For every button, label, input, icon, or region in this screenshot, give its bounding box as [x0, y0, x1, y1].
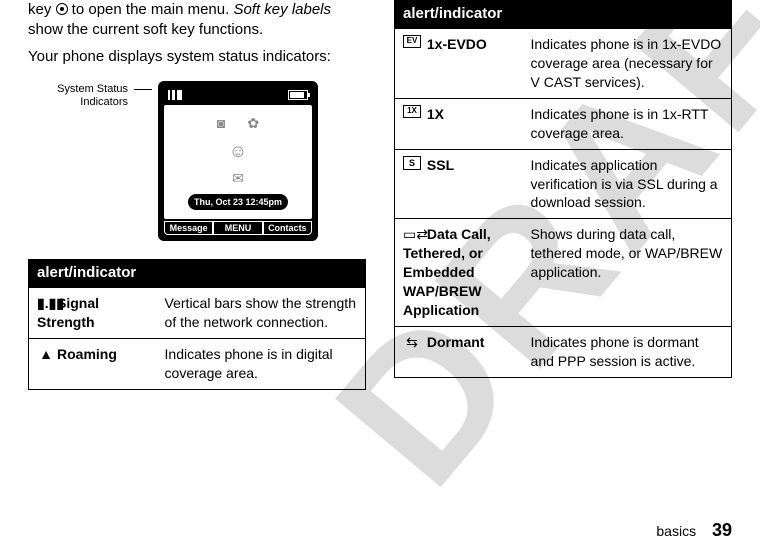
phone-mock: ◙ ✿ ☺ ✉ Thu, Oct 23 12:45pm Message MENU…: [158, 81, 318, 241]
intro-text: key to open the main menu. Soft key labe…: [28, 0, 366, 67]
section-name: basics: [656, 523, 696, 539]
phone-date: Thu, Oct 23 12:45pm: [188, 194, 288, 210]
row-desc: Indicates phone is in 1x-EVDO coverage a…: [523, 29, 732, 99]
intro-post: to open the main menu.: [68, 1, 234, 18]
center-key-icon: [56, 3, 68, 15]
row-desc: Indicates phone is in 1x-RTT coverage ar…: [523, 98, 732, 149]
softkey-left: Message: [164, 221, 213, 235]
softkey-right: Contacts: [263, 221, 312, 235]
camera-icon: ◙: [217, 114, 225, 133]
roaming-icon: ▲: [37, 345, 55, 364]
right-alert-table: alert/indicator EV 1x-EVDO Indicates pho…: [394, 0, 732, 378]
onex-icon: 1X: [403, 105, 421, 118]
dormant-icon: ⇆: [403, 333, 421, 352]
row-name: Roaming: [57, 346, 117, 362]
intro-line2: Your phone displays system status indica…: [28, 47, 366, 67]
row-desc: Indicates phone is dormant and PPP sessi…: [523, 326, 732, 377]
mail-icon: ✉: [232, 169, 244, 188]
intro-rest: show the current soft key functions.: [28, 21, 263, 38]
row-name: 1x-EVDO: [427, 36, 487, 52]
left-table-header: alert/indicator: [29, 259, 366, 288]
row-name: 1X: [427, 106, 444, 122]
battery-icon: [288, 90, 308, 100]
evdo-icon: EV: [403, 35, 421, 48]
row-desc: Indicates phone is in digital coverage a…: [157, 338, 366, 389]
leader-line: [134, 89, 152, 90]
softkey-center: MENU: [213, 221, 262, 235]
row-desc: Vertical bars show the strength of the n…: [157, 288, 366, 339]
signal-strength-icon: ▮.▮▮: [37, 294, 55, 313]
softkey-term: Soft key labels: [233, 1, 331, 18]
row-name: SSL: [427, 157, 454, 173]
row-name: Dormant: [427, 334, 485, 350]
left-alert-table: alert/indicator ▮.▮▮Signal Strength Vert…: [28, 259, 366, 390]
datacall-icon: ▭⇄: [403, 225, 421, 244]
page-footer: basics 39: [656, 520, 732, 541]
ssl-icon: S: [403, 156, 421, 170]
page-number: 39: [712, 520, 732, 540]
globe-icon: ✿: [247, 114, 259, 133]
intro-pre: key: [28, 1, 56, 18]
signal-icon: [168, 90, 182, 100]
row-desc: Indicates application verification is vi…: [523, 149, 732, 219]
row-desc: Shows during data call, tethered mode, o…: [523, 219, 732, 326]
phone-label: System Status Indicators: [38, 81, 128, 109]
right-table-header: alert/indicator: [395, 0, 732, 29]
person-icon: ☺: [229, 139, 247, 163]
